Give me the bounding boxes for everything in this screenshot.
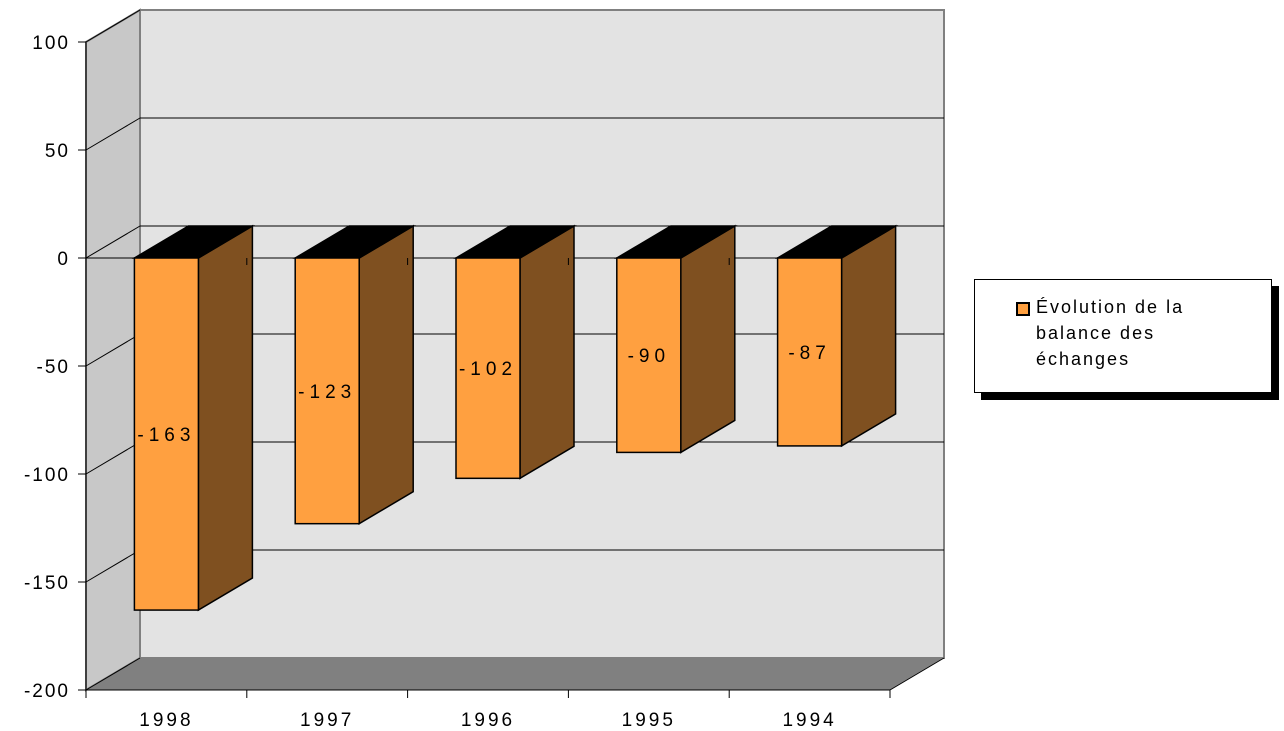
- bar-front: [133, 257, 200, 611]
- x-axis-ticks: 1998 1997 1996 1995 1994: [85, 258, 891, 731]
- x-tick-label: 1996: [461, 710, 515, 731]
- data-labels: -163 -123 -102 -90 -87: [137, 343, 830, 446]
- legend-label-line: Évolution de la: [1036, 297, 1185, 317]
- gridline-depth: [85, 9, 141, 43]
- bar-side: [197, 224, 254, 612]
- bar-side: [358, 224, 414, 525]
- bar-value-label: -123: [298, 382, 356, 403]
- x-tick-label: 1998: [139, 710, 193, 731]
- bar-value-label: -163: [137, 425, 195, 446]
- x-tick-label: 1995: [622, 710, 676, 731]
- bar-side: [519, 224, 575, 480]
- bar-value-label: -87: [788, 343, 830, 364]
- bar: [292, 224, 416, 525]
- floor-edge: [889, 657, 945, 691]
- gridline-depth: [85, 441, 141, 475]
- y-tick-label: 50: [45, 141, 70, 162]
- y-tick-label: -50: [37, 357, 70, 378]
- x-tick-label: 1994: [782, 710, 836, 731]
- y-tick-label: 100: [32, 33, 70, 54]
- gridline-depth: [85, 549, 141, 583]
- bar: [131, 224, 256, 612]
- bar-side: [680, 224, 736, 454]
- bar-front: [294, 257, 360, 525]
- bar-front: [776, 257, 843, 447]
- bar: [774, 224, 899, 448]
- bars: [131, 224, 899, 612]
- bar-front: [616, 257, 682, 454]
- gridline-depth: [85, 333, 141, 367]
- gridline-depth: [85, 657, 141, 691]
- legend-label: Évolution de la balance des échanges: [1036, 294, 1266, 372]
- gridline-depth: [85, 225, 141, 259]
- legend-label-line: échanges: [1036, 349, 1131, 369]
- bar-value-label: -102: [459, 359, 517, 380]
- bar: [453, 224, 577, 480]
- bar-side: [840, 224, 897, 448]
- bar-front: [455, 257, 521, 480]
- gridline-depth: [85, 117, 141, 151]
- legend-swatch: [1016, 302, 1030, 316]
- y-tick-label: -200: [24, 681, 70, 702]
- legend: Évolution de la balance des échanges: [974, 279, 1272, 393]
- legend-label-line: balance des: [1036, 323, 1156, 343]
- y-axis-ticks: 100 50 0 -50 -100 -150 -200: [24, 33, 86, 702]
- y-tick-label: -150: [24, 573, 70, 594]
- bar-value-label: -90: [628, 346, 670, 367]
- x-tick-label: 1997: [300, 710, 354, 731]
- chart-floor: [86, 658, 944, 690]
- y-tick-label: -100: [24, 465, 70, 486]
- y-tick-label: 0: [57, 249, 70, 270]
- bar: [614, 224, 738, 454]
